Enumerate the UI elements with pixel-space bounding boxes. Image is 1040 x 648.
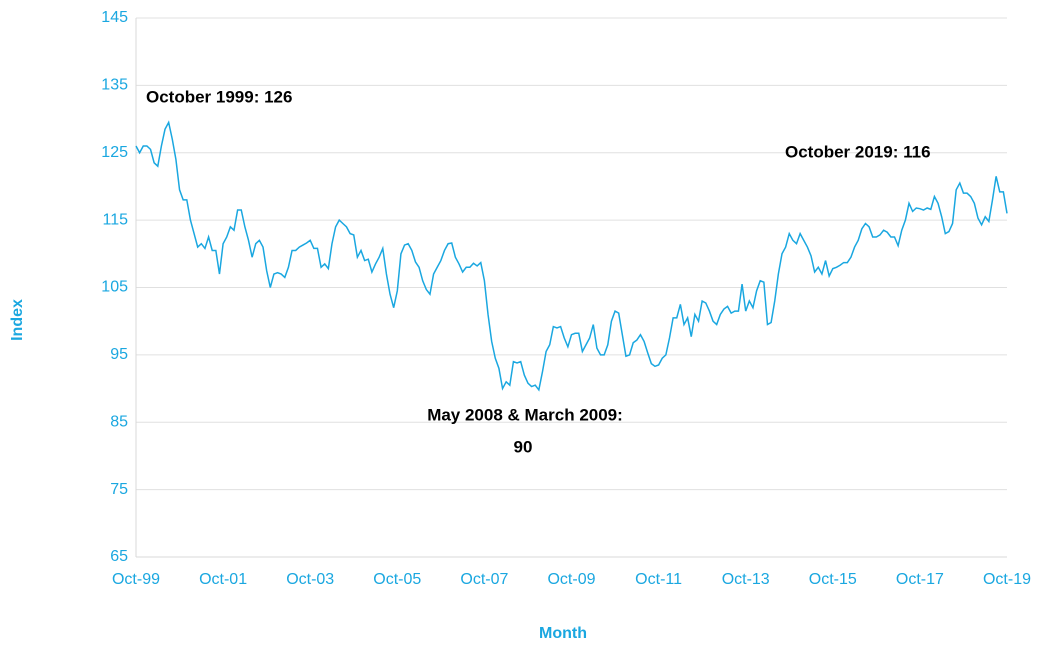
- y-tick-label: 125: [101, 144, 128, 161]
- x-tick-label: Oct-09: [547, 571, 595, 588]
- y-tick-label: 115: [102, 211, 128, 228]
- x-tick-label: Oct-05: [373, 571, 421, 588]
- x-tick-label: Oct-07: [460, 571, 508, 588]
- x-tick-label: Oct-01: [199, 571, 247, 588]
- y-tick-label: 145: [101, 9, 128, 26]
- annotation: October 2019: 116: [785, 142, 931, 161]
- x-tick-label: Oct-13: [722, 571, 770, 588]
- annotation: May 2008 & March 2009:: [427, 405, 623, 424]
- x-tick-label: Oct-11: [635, 571, 682, 588]
- x-tick-label: Oct-03: [286, 571, 334, 588]
- x-tick-label: Oct-17: [896, 571, 944, 588]
- x-tick-label: Oct-99: [112, 571, 160, 588]
- line-series: [135, 120, 1008, 392]
- y-tick-label: 85: [110, 413, 128, 430]
- y-tick-label: 95: [110, 346, 128, 363]
- x-tick-label: Oct-19: [983, 571, 1031, 588]
- y-tick-label: 105: [101, 279, 128, 296]
- x-tick-label: Oct-15: [809, 571, 857, 588]
- y-tick-label: 75: [110, 481, 128, 498]
- x-axis-label: Month: [539, 625, 587, 642]
- y-tick-label: 135: [101, 77, 128, 94]
- annotation: 90: [514, 437, 533, 456]
- y-tick-label: 65: [110, 548, 128, 565]
- annotation: October 1999: 126: [146, 87, 292, 106]
- y-axis-label: Index: [9, 299, 26, 341]
